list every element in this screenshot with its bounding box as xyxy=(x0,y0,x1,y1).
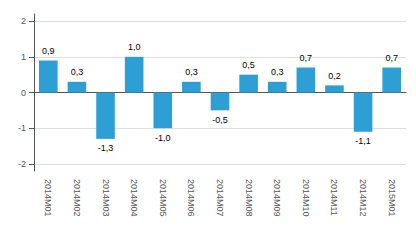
svg-text:0,7: 0,7 xyxy=(300,53,313,63)
svg-text:0,5: 0,5 xyxy=(242,60,255,70)
svg-text:2014M08: 2014M08 xyxy=(244,179,254,217)
svg-text:2014M07: 2014M07 xyxy=(215,179,225,217)
svg-text:2014M02: 2014M02 xyxy=(72,179,82,217)
svg-text:-0,5: -0,5 xyxy=(212,115,228,125)
svg-text:-1: -1 xyxy=(18,123,26,133)
svg-text:2: 2 xyxy=(21,16,26,26)
svg-text:2014M06: 2014M06 xyxy=(186,179,196,217)
svg-text:2014M11: 2014M11 xyxy=(329,179,339,216)
svg-text:0,3: 0,3 xyxy=(71,67,84,77)
svg-text:2014M03: 2014M03 xyxy=(101,179,111,217)
svg-text:2015M01: 2015M01 xyxy=(387,179,397,217)
svg-text:2014M04: 2014M04 xyxy=(129,179,139,217)
svg-text:-1,1: -1,1 xyxy=(355,136,371,146)
svg-text:-1,3: -1,3 xyxy=(98,143,114,153)
svg-text:0,2: 0,2 xyxy=(328,71,341,81)
svg-text:2014M05: 2014M05 xyxy=(158,179,168,217)
svg-text:1,0: 1,0 xyxy=(128,42,141,52)
svg-text:2014M10: 2014M10 xyxy=(301,179,311,217)
svg-text:0: 0 xyxy=(21,88,26,98)
svg-text:0,9: 0,9 xyxy=(42,46,55,56)
svg-text:2014M09: 2014M09 xyxy=(272,179,282,217)
svg-text:-2: -2 xyxy=(18,159,26,169)
svg-text:2014M12: 2014M12 xyxy=(358,179,368,217)
svg-text:2014M01: 2014M01 xyxy=(43,179,53,217)
svg-text:0,7: 0,7 xyxy=(385,53,398,63)
svg-text:1: 1 xyxy=(21,52,26,62)
svg-text:0,3: 0,3 xyxy=(271,67,284,77)
svg-text:0,3: 0,3 xyxy=(185,67,198,77)
svg-text:-1,0: -1,0 xyxy=(155,133,171,143)
